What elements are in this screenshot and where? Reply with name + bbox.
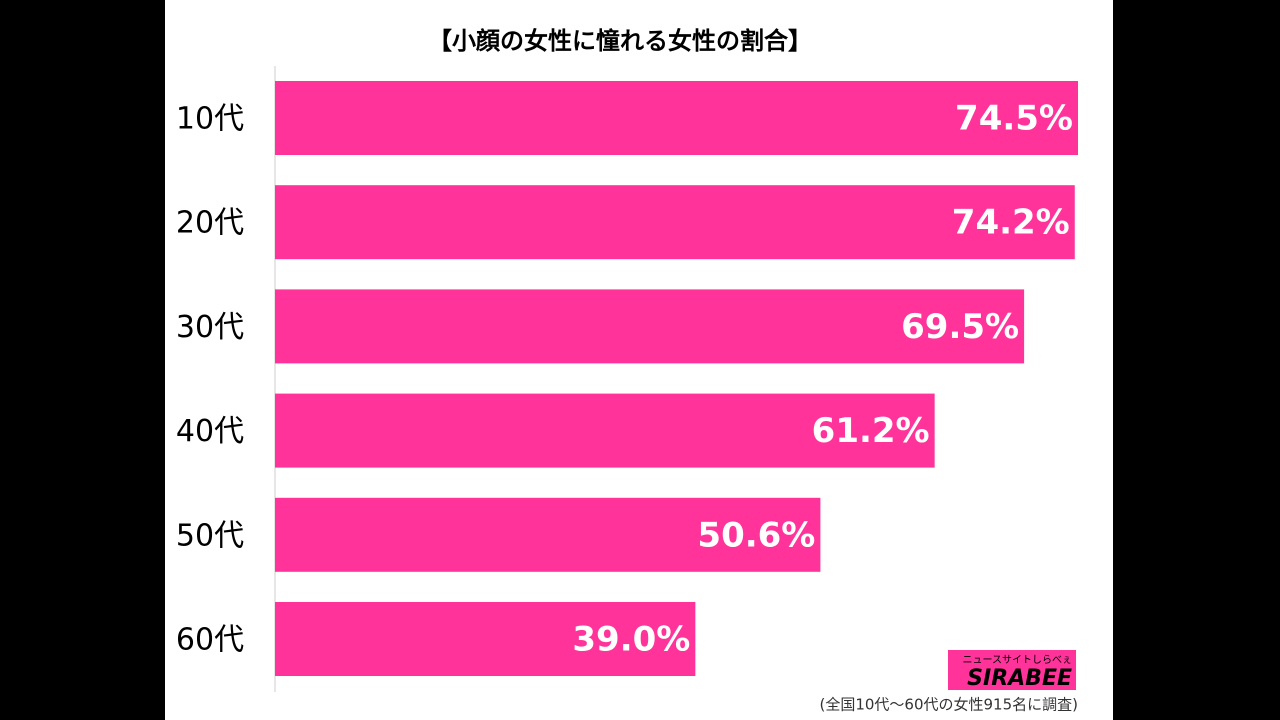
y-tick-label: 10代 — [176, 102, 244, 137]
bar — [275, 81, 1078, 155]
y-tick-label: 50代 — [176, 518, 244, 553]
y-tick-label: 30代 — [176, 310, 244, 345]
y-tick-label: 60代 — [176, 623, 244, 658]
footnote: (全国10代～60代の女性915名に調査) — [819, 696, 1078, 714]
bar — [275, 289, 1025, 364]
value-label: 39.0% — [572, 620, 690, 660]
bar — [275, 497, 821, 572]
logo-box — [948, 650, 1076, 690]
bar — [275, 602, 696, 676]
logo-text: SIRABEE — [967, 666, 1072, 691]
chart-title: 【小顔の女性に憧れる女性の割合】 — [428, 27, 812, 55]
value-label: 50.6% — [697, 515, 815, 555]
bar — [275, 393, 935, 468]
value-label: 74.2% — [952, 203, 1070, 243]
y-tick-label: 20代 — [176, 206, 244, 241]
bar — [275, 185, 1075, 260]
y-tick-label: 40代 — [176, 414, 244, 449]
value-label: 69.5% — [901, 307, 1019, 347]
value-label: 61.2% — [812, 411, 930, 451]
logo-tagline: ニュースサイトしらべぇ — [963, 654, 1073, 666]
value-label: 74.5% — [955, 99, 1073, 139]
